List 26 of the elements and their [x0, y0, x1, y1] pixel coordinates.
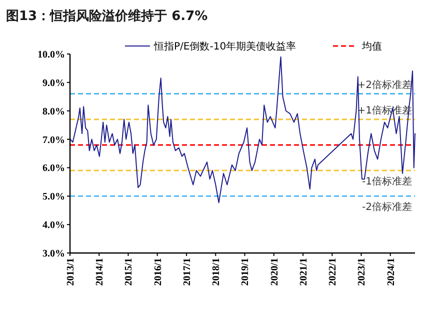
y-tick-label: 7.0%: [42, 134, 65, 146]
y-tick-label: 6.0%: [42, 163, 65, 174]
x-tick-label: 2016/1: [152, 258, 164, 286]
x-tick-label: 2024/1: [386, 258, 397, 286]
y-tick-label: 4.0%: [42, 220, 65, 232]
x-tick-label: 2020/1: [269, 258, 280, 286]
x-tick-label: 2023/1: [356, 258, 368, 286]
y-tick-label: 5.0%: [42, 192, 65, 203]
x-tick-label: 2013/1: [66, 258, 76, 286]
y-tick-label: 9.0%: [42, 78, 65, 89]
x-tick-label: 2019/1: [240, 258, 252, 286]
y-tick-label: 3.0%: [42, 248, 65, 260]
x-tick-label: 2021/1: [298, 258, 310, 286]
x-tick-label: 2017/1: [182, 258, 194, 286]
legend-label: 恒指P/E倒数-10年期美债收益率: [153, 40, 296, 52]
x-tick-label: 2015/1: [124, 258, 135, 286]
legend-label: 均值: [361, 40, 382, 52]
y-tick-label: 8.0%: [42, 106, 65, 118]
y-tick-label: 10.0%: [38, 50, 65, 60]
ref-line-label: -1倍标准差: [362, 176, 412, 188]
ref-line-label: -2倍标准差: [362, 201, 412, 214]
line-series: [70, 56, 416, 204]
x-tick-label: 2022/1: [328, 258, 339, 286]
x-tick-label: 2018/1: [211, 258, 222, 286]
chart-title: 图13：恒指风险溢价维持于 6.7%: [6, 8, 208, 24]
x-tick-label: 2014/1: [94, 258, 106, 286]
